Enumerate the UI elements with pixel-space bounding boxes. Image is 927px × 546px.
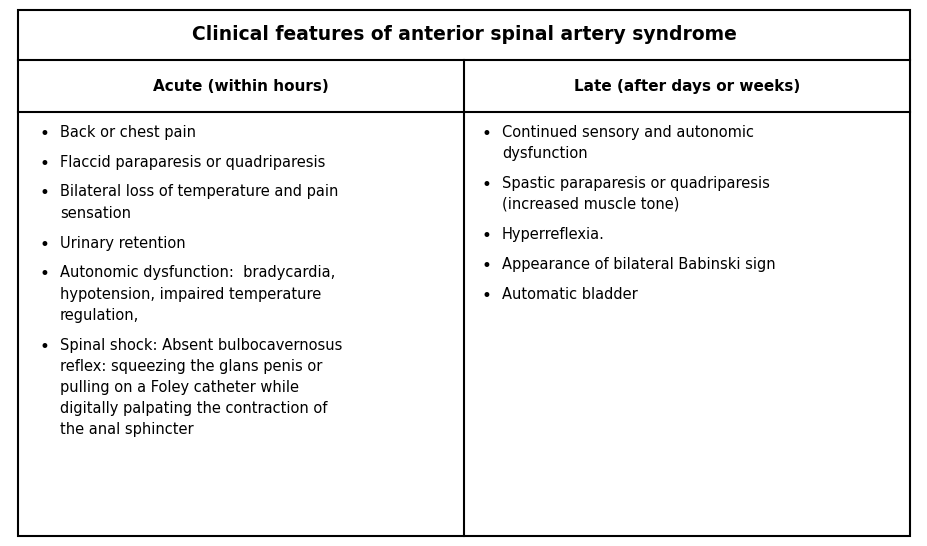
Text: •: • xyxy=(40,185,50,203)
Text: Late (after days or weeks): Late (after days or weeks) xyxy=(573,79,799,93)
Text: (increased muscle tone): (increased muscle tone) xyxy=(502,197,679,212)
Text: •: • xyxy=(40,235,50,253)
Text: •: • xyxy=(481,257,491,275)
Text: Autonomic dysfunction:  bradycardia,: Autonomic dysfunction: bradycardia, xyxy=(60,265,335,281)
Text: Acute (within hours): Acute (within hours) xyxy=(153,79,328,93)
Text: •: • xyxy=(481,176,491,194)
Text: Spastic paraparesis or quadriparesis: Spastic paraparesis or quadriparesis xyxy=(502,176,769,191)
Text: •: • xyxy=(481,227,491,245)
Text: •: • xyxy=(40,155,50,173)
Text: •: • xyxy=(481,124,491,143)
Text: •: • xyxy=(40,337,50,355)
Text: hypotension, impaired temperature: hypotension, impaired temperature xyxy=(60,287,321,301)
Text: Hyperreflexia.: Hyperreflexia. xyxy=(502,227,604,242)
Text: dysfunction: dysfunction xyxy=(502,146,587,161)
Text: Appearance of bilateral Babinski sign: Appearance of bilateral Babinski sign xyxy=(502,257,775,272)
Text: Clinical features of anterior spinal artery syndrome: Clinical features of anterior spinal art… xyxy=(191,26,736,45)
Text: the anal sphincter: the anal sphincter xyxy=(60,422,194,437)
Text: Back or chest pain: Back or chest pain xyxy=(60,124,196,140)
Text: Spinal shock: Absent bulbocavernosus: Spinal shock: Absent bulbocavernosus xyxy=(60,337,342,353)
Text: Continued sensory and autonomic: Continued sensory and autonomic xyxy=(502,124,754,140)
Text: •: • xyxy=(40,265,50,283)
Text: Automatic bladder: Automatic bladder xyxy=(502,287,637,301)
Text: digitally palpating the contraction of: digitally palpating the contraction of xyxy=(60,401,327,416)
Text: regulation,: regulation, xyxy=(60,308,139,323)
Text: sensation: sensation xyxy=(60,206,131,221)
Text: •: • xyxy=(40,124,50,143)
Text: pulling on a Foley catheter while: pulling on a Foley catheter while xyxy=(60,380,298,395)
Text: •: • xyxy=(481,287,491,305)
Text: Flaccid paraparesis or quadriparesis: Flaccid paraparesis or quadriparesis xyxy=(60,155,325,170)
Text: reflex: squeezing the glans penis or: reflex: squeezing the glans penis or xyxy=(60,359,322,374)
Text: Urinary retention: Urinary retention xyxy=(60,235,185,251)
Text: Bilateral loss of temperature and pain: Bilateral loss of temperature and pain xyxy=(60,185,338,199)
